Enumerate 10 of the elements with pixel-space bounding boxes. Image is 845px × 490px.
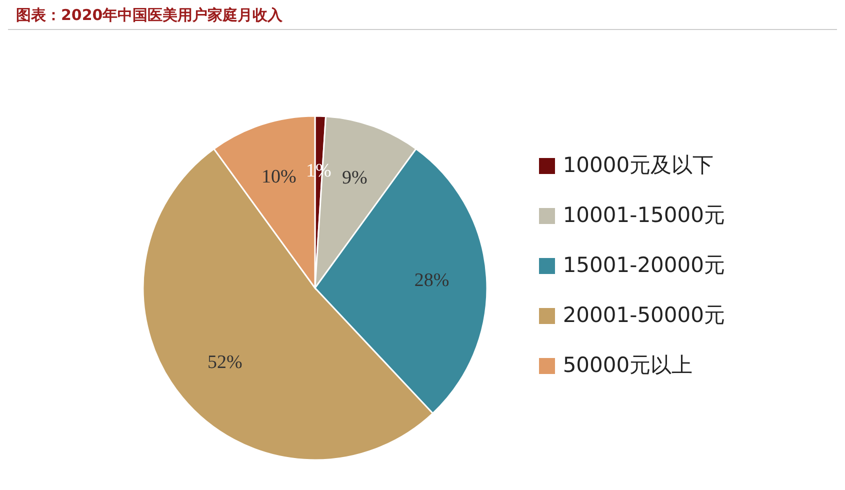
data-label: 9% bbox=[342, 167, 368, 188]
legend-label: 15001-20000元 bbox=[562, 253, 725, 277]
data-label: 10% bbox=[261, 166, 296, 188]
legend-label: 10001-15000元 bbox=[562, 203, 725, 227]
legend-label: 20001-50000元 bbox=[562, 303, 725, 327]
data-label: 52% bbox=[207, 352, 242, 374]
legend-label: 10000元及以下 bbox=[562, 153, 714, 177]
legend-label: 50000元以上 bbox=[562, 353, 693, 377]
data-label: 28% bbox=[414, 270, 450, 292]
chart-title: 图表：2020年中国医美用户家庭月收入 bbox=[8, 0, 837, 30]
